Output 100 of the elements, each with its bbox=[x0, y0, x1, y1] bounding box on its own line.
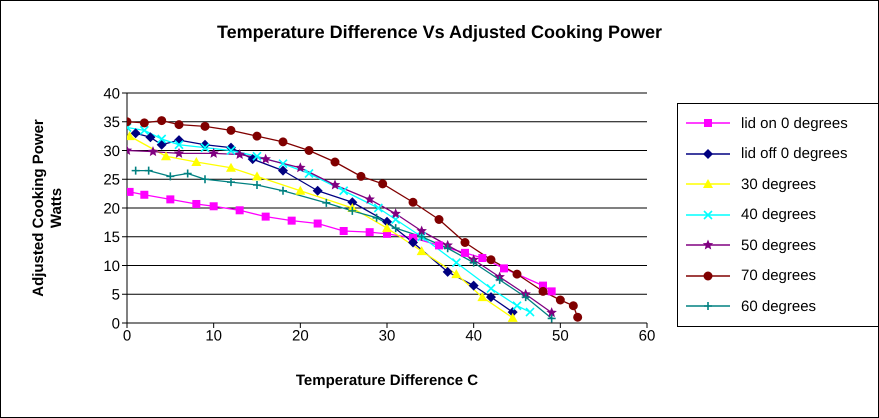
point bbox=[374, 203, 384, 213]
point bbox=[200, 142, 210, 152]
x-tick-label: 60 bbox=[638, 328, 656, 345]
x-tick-label: 30 bbox=[378, 328, 396, 345]
point bbox=[556, 296, 565, 304]
point bbox=[156, 134, 166, 144]
point bbox=[348, 206, 358, 216]
point bbox=[435, 241, 443, 250]
y-tick-label: 15 bbox=[103, 229, 120, 246]
x-tick-label: 20 bbox=[292, 328, 309, 345]
y-axis-title: Adjusted Cooking Power Watts bbox=[30, 118, 66, 298]
point bbox=[460, 238, 470, 247]
point bbox=[364, 194, 375, 204]
point bbox=[416, 246, 427, 256]
point bbox=[486, 284, 496, 294]
y-tick-label: 30 bbox=[103, 142, 120, 160]
point bbox=[278, 166, 288, 176]
chart-title: Temperature Difference Vs Adjusted Cooking Power bbox=[216, 22, 664, 43]
point bbox=[468, 258, 478, 268]
point bbox=[548, 287, 556, 296]
point bbox=[568, 301, 578, 310]
legend-label: lid on 0 degrees bbox=[741, 114, 848, 132]
point bbox=[157, 116, 166, 126]
point bbox=[330, 158, 340, 166]
point bbox=[260, 154, 271, 164]
point bbox=[226, 126, 236, 135]
point bbox=[208, 148, 219, 158]
point bbox=[478, 254, 486, 262]
point bbox=[512, 270, 522, 279]
point bbox=[372, 212, 382, 223]
y-tick-label: 20 bbox=[103, 200, 120, 218]
point bbox=[442, 266, 453, 277]
point bbox=[304, 168, 314, 178]
point bbox=[148, 146, 158, 156]
point bbox=[322, 198, 332, 208]
point bbox=[156, 140, 167, 150]
point bbox=[262, 212, 270, 221]
point bbox=[174, 140, 184, 150]
point bbox=[192, 200, 200, 208]
point bbox=[512, 300, 522, 311]
legend-label: 30 degrees bbox=[741, 176, 816, 193]
y-tick-label: 0 bbox=[112, 315, 120, 332]
point bbox=[140, 126, 150, 136]
point bbox=[434, 215, 444, 224]
x-tick-label: 10 bbox=[205, 328, 222, 345]
point bbox=[252, 171, 262, 180]
point bbox=[278, 158, 288, 169]
point bbox=[546, 307, 557, 318]
point bbox=[295, 186, 306, 195]
point bbox=[500, 264, 508, 272]
point bbox=[191, 157, 202, 166]
point bbox=[390, 223, 400, 233]
point bbox=[226, 177, 236, 187]
y-tick-label: 40 bbox=[103, 85, 120, 102]
x-tick-label: 50 bbox=[552, 328, 569, 345]
point bbox=[573, 312, 582, 322]
point bbox=[145, 132, 156, 142]
point bbox=[130, 128, 141, 138]
point bbox=[288, 216, 296, 225]
point bbox=[330, 180, 340, 190]
point bbox=[200, 122, 210, 131]
point bbox=[200, 174, 210, 184]
legend-label: 50 degrees bbox=[741, 236, 816, 254]
point bbox=[442, 243, 452, 254]
point bbox=[477, 292, 488, 302]
y-tick-label: 10 bbox=[103, 258, 120, 275]
point bbox=[252, 151, 262, 162]
point bbox=[161, 151, 171, 160]
point bbox=[390, 208, 401, 218]
y-tick-label: 5 bbox=[112, 286, 120, 304]
point bbox=[461, 248, 469, 257]
point bbox=[382, 223, 392, 232]
point bbox=[378, 179, 388, 188]
x-tick-label: 40 bbox=[465, 328, 482, 345]
point bbox=[278, 137, 288, 146]
point bbox=[226, 162, 236, 172]
point bbox=[278, 186, 288, 196]
point bbox=[508, 312, 518, 322]
point bbox=[234, 149, 245, 159]
x-tick-label: 0 bbox=[122, 328, 132, 345]
point bbox=[210, 202, 218, 210]
point bbox=[127, 188, 134, 196]
legend-label: 70 degrees bbox=[741, 267, 816, 284]
point bbox=[338, 186, 348, 196]
point bbox=[520, 292, 530, 302]
point bbox=[546, 314, 556, 323]
point bbox=[252, 132, 262, 141]
y-tick-label: 25 bbox=[103, 172, 120, 189]
point bbox=[236, 206, 244, 214]
point bbox=[182, 168, 192, 178]
legend-label: 60 degrees bbox=[741, 298, 816, 315]
point bbox=[295, 162, 306, 172]
point bbox=[174, 148, 184, 158]
y-tick-label: 35 bbox=[103, 114, 120, 132]
point bbox=[252, 180, 262, 190]
point bbox=[166, 172, 176, 182]
point bbox=[366, 228, 374, 236]
point bbox=[130, 166, 140, 176]
legend-label: lid off 0 degrees bbox=[741, 145, 848, 162]
point bbox=[408, 238, 418, 248]
